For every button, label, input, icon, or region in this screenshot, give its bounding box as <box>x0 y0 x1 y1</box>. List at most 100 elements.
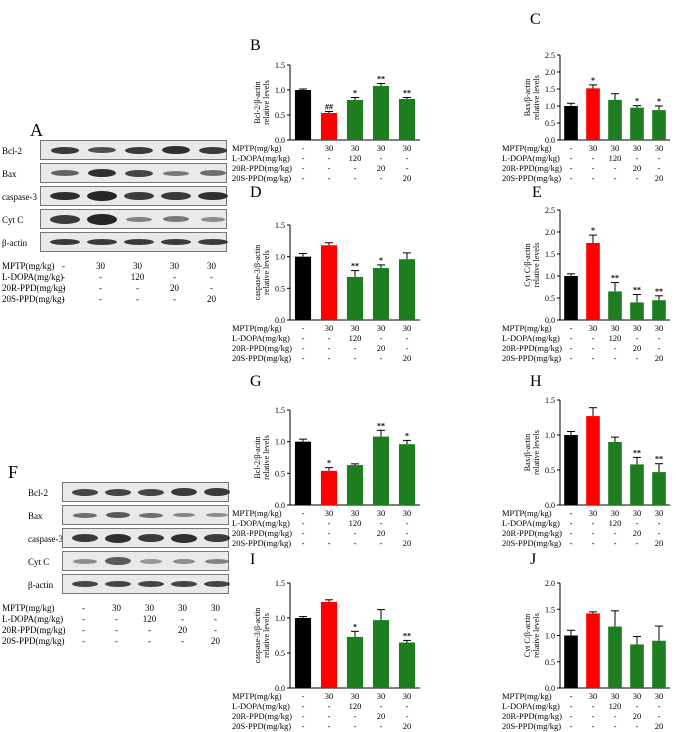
blot-band <box>199 170 226 176</box>
panel-letter: I <box>250 551 255 568</box>
condition-value: - <box>82 636 85 646</box>
condition-value: - <box>354 343 357 353</box>
y-tick-label: 0.5 <box>275 111 285 120</box>
blot-band <box>170 488 197 496</box>
blot-band <box>49 192 80 200</box>
condition-value: - <box>406 163 409 173</box>
condition-label: 20R-PPD(mg/kg) <box>2 625 66 635</box>
blot-band <box>49 239 80 245</box>
y-axis-label: relative levels <box>532 75 541 120</box>
blot-band <box>161 146 190 154</box>
bar <box>630 107 644 140</box>
condition-value: - <box>592 153 595 163</box>
blot-band <box>204 558 229 564</box>
condition-value: - <box>592 701 595 711</box>
bar <box>294 90 312 140</box>
condition-value: - <box>570 143 573 153</box>
condition-value: 30 <box>633 323 642 333</box>
condition-value: 20 <box>655 173 664 183</box>
condition-value: 30 <box>611 323 620 333</box>
condition-value: 30 <box>145 603 154 613</box>
condition-value: 30 <box>633 691 642 701</box>
condition-value: - <box>614 538 617 548</box>
y-tick-label: 1.5 <box>275 61 285 70</box>
blot-lane <box>40 209 227 229</box>
condition-value: - <box>406 153 409 163</box>
condition-value: 30 <box>325 691 334 701</box>
bar <box>630 302 644 320</box>
condition-value: 120 <box>609 333 622 343</box>
condition-value: 20 <box>403 353 412 363</box>
condition-value: 20 <box>211 636 220 646</box>
condition-value: 30 <box>112 603 121 613</box>
condition-value: - <box>354 711 357 721</box>
y-tick-label: 0.5 <box>545 658 555 667</box>
blot-band <box>71 534 98 542</box>
condition-value: 20 <box>403 538 412 548</box>
bar <box>564 276 578 320</box>
panel-letter-f: F <box>8 462 19 482</box>
blot-lane <box>62 482 230 502</box>
condition-value: - <box>210 283 213 293</box>
condition-value: 30 <box>325 143 334 153</box>
y-tick-label: 0.0 <box>275 684 285 693</box>
condition-value: 20 <box>377 163 386 173</box>
y-axis-label: relative levels <box>262 613 271 658</box>
panel-letter: E <box>532 184 542 201</box>
condition-value: - <box>380 173 383 183</box>
y-tick-label: 2.5 <box>545 51 555 60</box>
condition-value: - <box>592 163 595 173</box>
condition-value: - <box>592 528 595 538</box>
blot-band <box>124 169 153 177</box>
blot-band <box>197 192 228 200</box>
condition-value: 20 <box>655 721 664 731</box>
condition-value: 30 <box>633 508 642 518</box>
significance-label: * <box>405 431 409 440</box>
condition-value: 30 <box>207 261 216 271</box>
condition-value: 30 <box>589 323 598 333</box>
condition-label: MPTP(mg/kg) <box>2 603 55 613</box>
condition-value: 120 <box>349 701 362 711</box>
condition-value: - <box>658 711 661 721</box>
y-axis-label: relative levels <box>262 435 271 480</box>
condition-value: 30 <box>655 508 664 518</box>
blot-band <box>72 512 97 518</box>
y-tick-label: 1.0 <box>275 438 285 447</box>
blot-band <box>87 147 116 153</box>
significance-label: * <box>591 76 595 85</box>
condition-value: - <box>328 163 331 173</box>
condition-value: - <box>614 528 617 538</box>
condition-value: - <box>570 538 573 548</box>
condition-value: 30 <box>377 691 386 701</box>
blot-band <box>162 170 189 176</box>
y-axis-label: relative levels <box>532 613 541 658</box>
condition-value: - <box>82 614 85 624</box>
condition-value: 30 <box>655 323 664 333</box>
chart-d: D 0.0 0.5 1.0 1.5 caspase-3/β-actin relative l… <box>232 184 420 363</box>
condition-value: - <box>328 528 331 538</box>
bar <box>608 99 622 140</box>
condition-value: 120 <box>609 518 622 528</box>
condition-value: - <box>380 701 383 711</box>
blot-band <box>160 192 191 200</box>
condition-value: - <box>354 528 357 538</box>
condition-value: - <box>302 691 305 701</box>
condition-label: 20S-PPD(mg/kg) <box>232 173 291 183</box>
condition-label: L-DOPA(mg/kg) <box>232 518 290 528</box>
condition-value: 120 <box>609 701 622 711</box>
condition-label: 20R-PPD(mg/kg) <box>2 283 66 293</box>
condition-value: 20 <box>377 711 386 721</box>
condition-value: - <box>592 173 595 183</box>
blot-band <box>49 214 80 224</box>
condition-label: MPTP(mg/kg) <box>2 261 55 271</box>
condition-value: - <box>658 333 661 343</box>
condition-value: - <box>570 701 573 711</box>
condition-value: 30 <box>589 143 598 153</box>
blot-band <box>104 533 131 543</box>
condition-value: - <box>328 173 331 183</box>
condition-value: - <box>614 173 617 183</box>
condition-value: - <box>380 333 383 343</box>
y-tick-label: 1.0 <box>545 431 555 440</box>
condition-value: - <box>406 528 409 538</box>
condition-label: 20R-PPD(mg/kg) <box>232 163 292 173</box>
